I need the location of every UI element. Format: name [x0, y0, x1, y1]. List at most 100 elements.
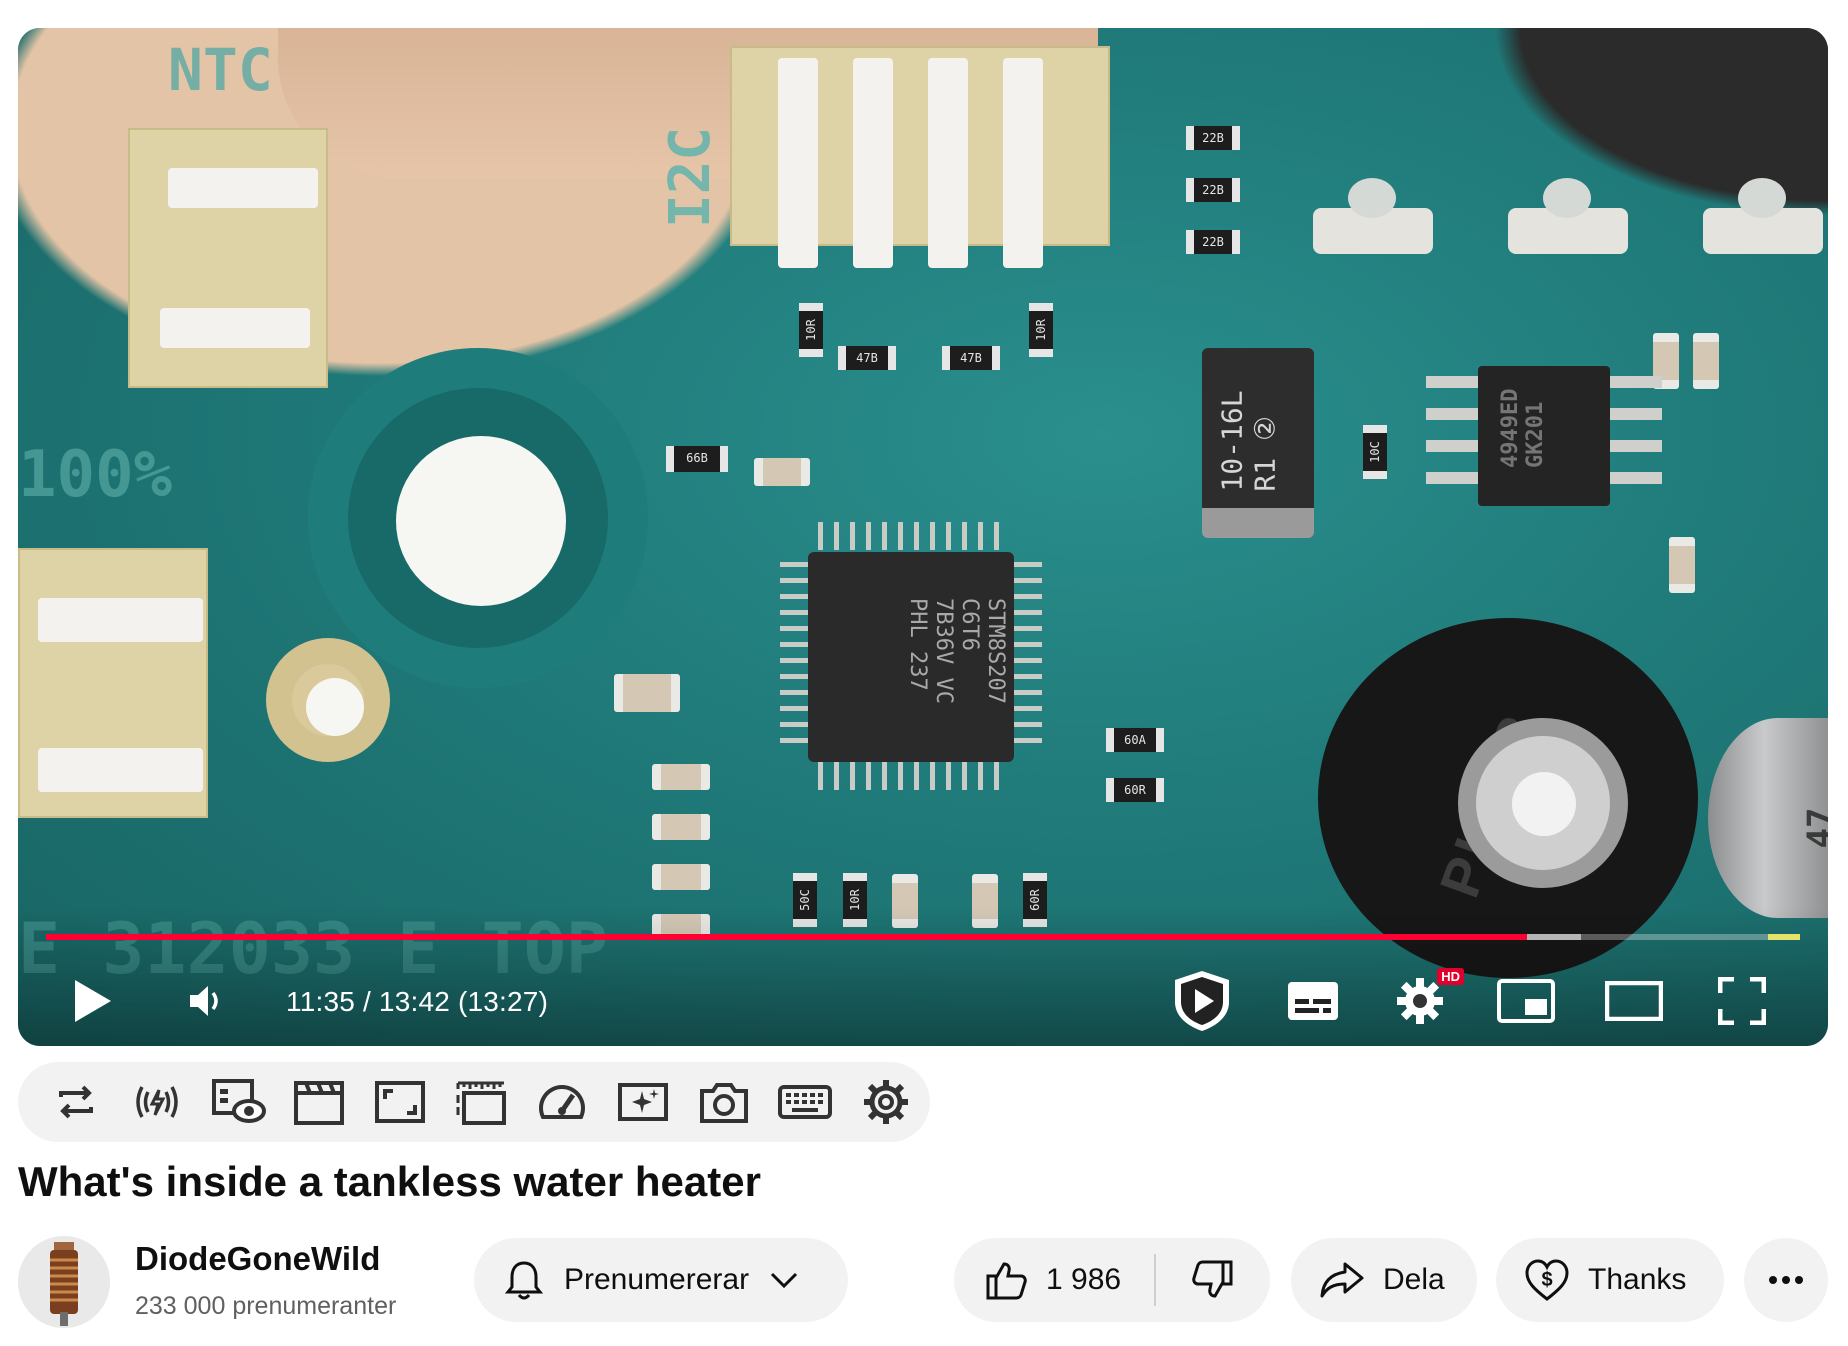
volume-button[interactable]: [176, 966, 236, 1036]
fullscreen-icon: [1718, 977, 1766, 1025]
smd-resistor: 60R: [1106, 778, 1164, 802]
regulator-marking: 4949ED GK201: [1498, 388, 1548, 468]
theater-mode-icon: [1605, 981, 1663, 1021]
screenshot-button[interactable]: [696, 1074, 752, 1130]
bell-icon: [504, 1261, 544, 1300]
smd-resistor: 22B: [1186, 230, 1240, 254]
smd-capacitor: [652, 764, 710, 790]
play-icon: [75, 980, 111, 1022]
mounting-hole: [396, 436, 566, 606]
svg-text:$: $: [1541, 1269, 1552, 1291]
autoplay-toggle[interactable]: [1166, 966, 1238, 1036]
like-count: 1 986: [1046, 1263, 1122, 1296]
ruler-frame-button[interactable]: [453, 1074, 509, 1130]
progress-bar[interactable]: [46, 934, 1800, 940]
power-resistor-marking: 10-16L R1 ②: [1215, 390, 1282, 492]
power-pad-strip: [38, 748, 203, 792]
thumbs-down-icon: [1192, 1260, 1233, 1298]
settings-button[interactable]: HD: [1382, 966, 1464, 1036]
smd-resistor: 10R: [799, 303, 823, 357]
sparkle-icon: [618, 1083, 668, 1121]
regulator-pins-right: [1610, 376, 1662, 496]
mcu-pins-left: [780, 562, 808, 752]
theater-mode-button[interactable]: [1594, 966, 1674, 1036]
crop-button[interactable]: [372, 1074, 428, 1130]
crop-icon: [375, 1081, 425, 1123]
mcu-pins-right: [1014, 562, 1042, 752]
stream-signal-icon: [136, 1086, 178, 1118]
regulator-pins-left: [1426, 376, 1478, 496]
small-hole: [306, 678, 364, 736]
i2c-finger: [1003, 58, 1043, 268]
share-icon: [1320, 1262, 1364, 1298]
focus-view-button[interactable]: [210, 1074, 266, 1130]
mcu-marking: STM8S207 C6T6 7B36V VC PHL 237: [905, 598, 1008, 704]
power-resistor: [1202, 348, 1314, 538]
smd-capacitor: [754, 458, 810, 486]
video-frame[interactable]: NTC I2C 100% E 312033 E TOP 22B 22B 22B …: [18, 28, 1828, 1046]
i2c-finger: [778, 58, 818, 268]
thumbs-up-icon: [986, 1262, 1027, 1300]
miniplayer-button[interactable]: [1486, 966, 1566, 1036]
smd-capacitor: [1693, 333, 1719, 389]
fullscreen-button[interactable]: [1702, 966, 1782, 1036]
ntc-pad-strip: [160, 308, 310, 348]
video-title: What's inside a tankless water heater: [18, 1158, 761, 1205]
smd-capacitor: [652, 864, 710, 890]
led-dome: [1348, 178, 1396, 218]
silk-ntc: NTC: [168, 36, 273, 104]
ntc-pad-strip: [168, 168, 318, 208]
dislike-button[interactable]: [1156, 1238, 1270, 1322]
thanks-label: Thanks: [1588, 1263, 1687, 1296]
smd-resistor: 60A: [1106, 728, 1164, 752]
like-button[interactable]: 1 986: [954, 1238, 1154, 1322]
subscriber-count: 233 000 prenumeranter: [135, 1292, 397, 1320]
enhance-button[interactable]: [615, 1074, 671, 1130]
thanks-button[interactable]: $ Thanks: [1496, 1238, 1724, 1322]
share-button[interactable]: Dela: [1291, 1238, 1477, 1322]
stream-signal-button[interactable]: [129, 1074, 185, 1130]
subscribe-button[interactable]: Prenumererar: [474, 1238, 848, 1322]
clapperboard-button[interactable]: [291, 1074, 347, 1130]
share-label: Dela: [1383, 1263, 1445, 1296]
extension-toolbar: [18, 1062, 930, 1142]
like-dislike-group: 1 986: [954, 1238, 1270, 1322]
regulator-chip: [1478, 366, 1610, 506]
power-pad-strip: [38, 598, 203, 642]
smd-capacitor: [614, 674, 680, 712]
smd-resistor: 66B: [666, 446, 728, 472]
video-player[interactable]: NTC I2C 100% E 312033 E TOP 22B 22B 22B …: [18, 28, 1828, 1046]
ruler-frame-icon: [456, 1081, 506, 1125]
subtitles-button[interactable]: [1278, 966, 1348, 1036]
mcu-pins-top: [818, 522, 1004, 550]
channel-name[interactable]: DiodeGoneWild: [135, 1240, 381, 1277]
extension-settings-button[interactable]: [858, 1074, 914, 1130]
gear-icon: [864, 1080, 908, 1124]
silk-board-id: E 312033 E TOP: [18, 908, 608, 990]
electrolytic-capacitor: [1708, 718, 1828, 918]
more-actions-button[interactable]: [1744, 1238, 1828, 1322]
speed-button[interactable]: [534, 1074, 590, 1130]
loop-button[interactable]: [48, 1074, 104, 1130]
time-display: 11:35 / 13:42 (13:27): [286, 986, 549, 1017]
smd-resistor: 10C: [1363, 425, 1387, 479]
more-horizontal-icon: [1769, 1276, 1803, 1284]
capacitor-value: 47: [1800, 807, 1828, 849]
play-button[interactable]: [58, 966, 128, 1036]
miniplayer-icon: [1497, 979, 1555, 1023]
heart-dollar-icon: $: [1525, 1259, 1569, 1301]
silk-percent: 100%: [18, 438, 173, 512]
progress-played: [46, 934, 1528, 940]
i2c-finger: [928, 58, 968, 268]
avatar-image: [18, 1236, 110, 1328]
chevron-down-icon: [771, 1272, 798, 1289]
camera-icon: [700, 1083, 748, 1123]
channel-avatar[interactable]: [18, 1236, 110, 1328]
keyboard-button[interactable]: [777, 1074, 833, 1130]
led-dome: [1543, 178, 1591, 218]
potentiometer-center: [1512, 772, 1576, 836]
smd-capacitor: [1669, 537, 1695, 593]
smd-resistor: 10R: [1029, 303, 1053, 357]
keyboard-icon: [778, 1085, 832, 1119]
smd-capacitor: [652, 814, 710, 840]
